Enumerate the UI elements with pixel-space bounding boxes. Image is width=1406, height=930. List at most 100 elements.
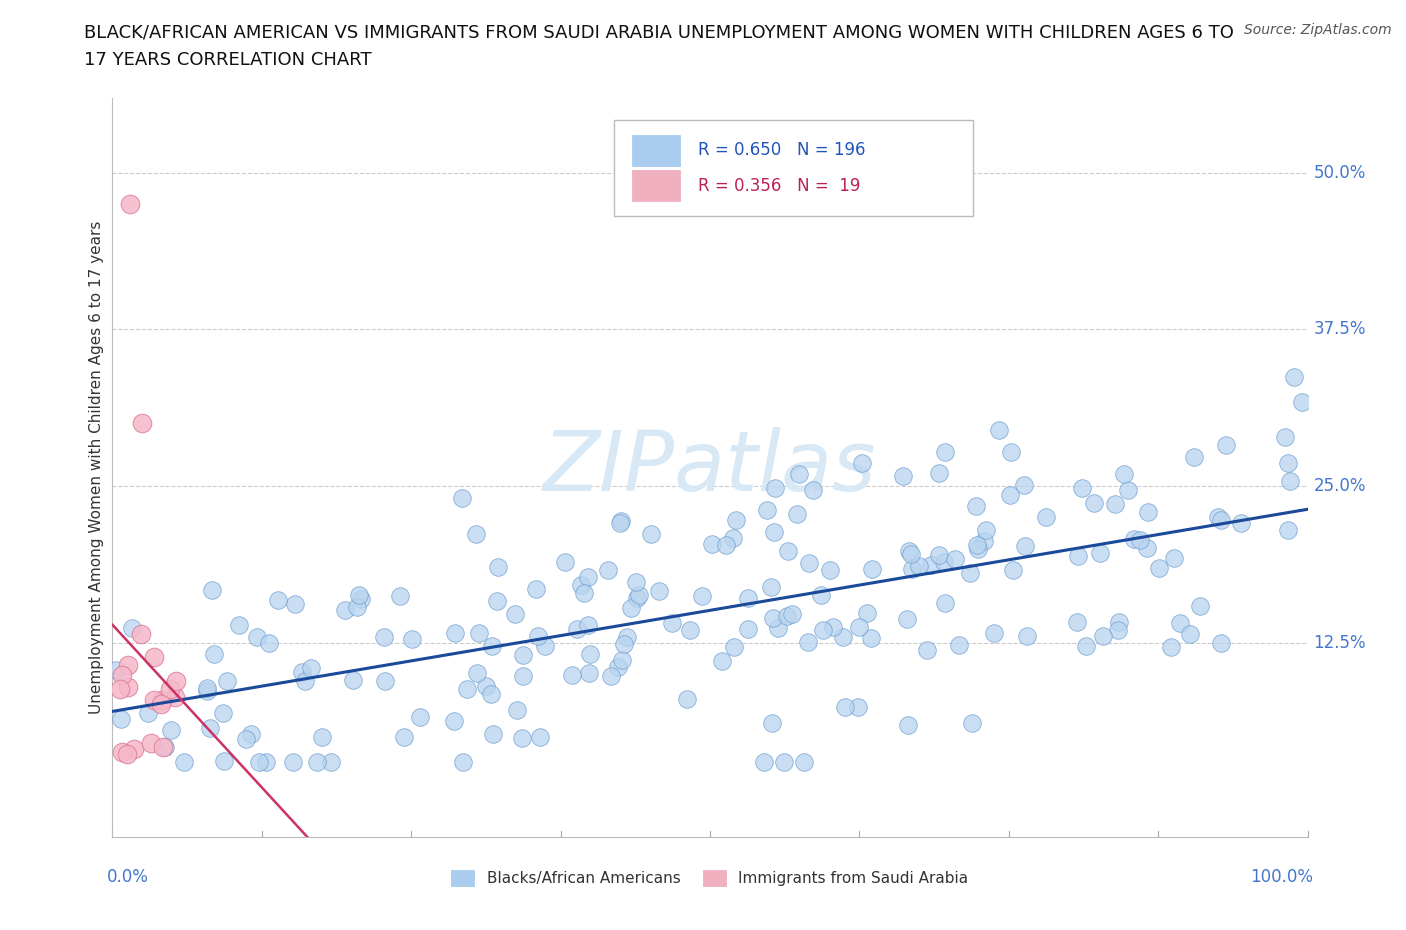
Point [346,599,368,614]
Point [195,684,218,698]
Point [529,729,551,744]
Point [1104,497,1126,512]
Point [139,736,162,751]
Point [756,502,779,517]
Text: 100.0%: 100.0% [1250,869,1313,886]
Point [983,626,1005,641]
Point [479,686,502,701]
Point [610,653,633,668]
Point [723,530,745,545]
Point [159,682,181,697]
Point [578,647,600,662]
Point [115,747,138,762]
Point [714,538,737,552]
Point [776,609,799,624]
Point [443,713,465,728]
Point [599,668,621,683]
Point [934,445,956,459]
Point [1067,549,1090,564]
Point [959,565,981,580]
Point [661,616,683,631]
Point [962,715,984,730]
Point [110,711,132,726]
Point [195,681,218,696]
Point [679,623,702,638]
Point [150,692,173,707]
Point [1000,445,1022,459]
Point [773,754,796,769]
Point [111,667,134,682]
Point [898,544,921,559]
Point [1136,504,1159,519]
Point [1035,510,1057,525]
Point [711,653,734,668]
Text: 37.5%: 37.5% [1313,321,1367,339]
Point [201,583,224,598]
Point [1122,532,1144,547]
Point [1128,532,1150,547]
Point [143,692,166,707]
Point [561,667,583,682]
Point [143,649,166,664]
Point [855,605,877,620]
Point [1076,639,1098,654]
Point [247,754,270,769]
Point [1092,628,1115,643]
Point [820,563,842,578]
Point [1209,635,1232,650]
Point [524,581,547,596]
Point [456,682,478,697]
Point [510,731,533,746]
Point [153,739,176,754]
Point [1277,455,1299,470]
Point [928,466,950,481]
Point [554,554,576,569]
Point [1230,515,1253,530]
Point [294,674,316,689]
Point [254,754,277,769]
Point [1071,480,1094,495]
Point [120,197,142,212]
Point [1188,599,1211,614]
Point [648,584,671,599]
Point [235,732,257,747]
Point [117,658,139,672]
Text: ZIPatlas: ZIPatlas [543,427,877,508]
Point [797,555,820,570]
Point [152,739,174,754]
Point [1184,449,1206,464]
Point [1277,523,1299,538]
Point [149,697,172,711]
Point [527,629,550,644]
Point [834,699,856,714]
Point [1215,438,1237,453]
Point [159,723,181,737]
Point [347,588,370,603]
Point [831,630,853,644]
Point [626,591,648,605]
Point [444,626,467,641]
Point [998,487,1021,502]
Point [465,526,488,541]
Point [239,727,262,742]
Point [787,466,810,481]
Point [1136,540,1159,555]
Point [1083,496,1105,511]
Point [974,523,997,538]
Point [627,588,650,603]
Point [607,660,630,675]
Point [762,525,785,539]
Text: R = 0.650   N = 196: R = 0.650 N = 196 [699,141,866,159]
Point [373,630,395,644]
Point [1274,430,1296,445]
Point [778,543,800,558]
Point [823,620,845,635]
Point [333,603,356,618]
Point [1291,394,1313,409]
Point [702,537,724,551]
Point [228,618,250,632]
Point [613,637,636,652]
Point [762,611,785,626]
Point [284,597,307,612]
Point [1206,510,1229,525]
